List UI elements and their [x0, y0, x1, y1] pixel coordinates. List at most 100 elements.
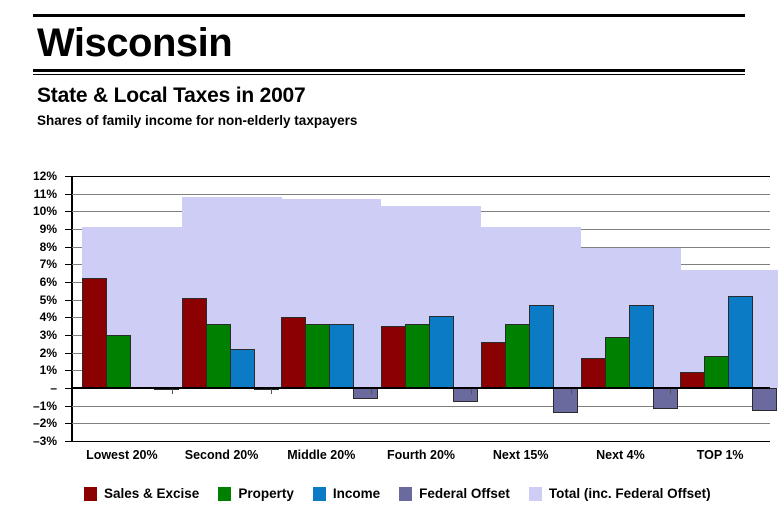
x-axis-label: Middle 20% — [287, 448, 356, 462]
gridline — [72, 423, 770, 424]
legend-label: Federal Offset — [419, 486, 510, 501]
bar-property[interactable] — [504, 324, 530, 388]
y-axis-label: 7% — [39, 257, 57, 271]
legend-label: Sales & Excise — [104, 486, 200, 501]
y-axis-label: –3% — [32, 434, 57, 448]
bar-property[interactable] — [305, 324, 331, 388]
y-axis-label: –1% — [32, 399, 57, 413]
bar-property[interactable] — [205, 324, 231, 388]
bar-sales-excise[interactable] — [381, 326, 407, 388]
title-rule-top — [33, 14, 745, 17]
x-axis-label: TOP 1% — [696, 448, 744, 462]
plot-area: 12% 11% 10% 9% 8% 7% 6% 5% 4% 3% 2% 1% – –1% –2% –3% Low… — [33, 170, 778, 462]
gridline — [72, 406, 770, 407]
gridline — [72, 194, 770, 195]
bar-income[interactable] — [429, 316, 455, 388]
y-axis-tick — [65, 194, 72, 195]
bar-group — [371, 176, 482, 441]
y-axis-tick — [65, 353, 72, 354]
y-axis-tick — [65, 441, 72, 442]
x-axis-tick — [171, 388, 173, 394]
y-axis-label: 10% — [32, 204, 57, 218]
bar-group — [172, 176, 282, 441]
legend-label: Property — [238, 486, 294, 501]
bar-income[interactable] — [229, 349, 255, 388]
gridline — [72, 441, 770, 442]
chart-header: Wisconsin State & Local Taxes in 2007 Sh… — [33, 14, 745, 128]
legend-item[interactable]: Federal Offset — [399, 486, 510, 501]
y-axis-label: 3% — [39, 328, 57, 342]
y-axis-tick — [65, 388, 72, 389]
legend-swatch-icon — [528, 486, 542, 501]
legend-swatch-icon — [218, 486, 232, 501]
legend-item[interactable]: Total (inc. Federal Offset) — [528, 486, 711, 501]
x-axis-label: Next 4% — [596, 448, 645, 462]
y-axis-tick — [65, 300, 72, 301]
y-axis-tick — [65, 264, 72, 265]
bar-income[interactable] — [329, 324, 355, 388]
x-axis-tick — [271, 388, 273, 394]
zero-axis-line — [72, 387, 770, 389]
title-rule-bottom-thin — [33, 74, 745, 75]
bar-income[interactable] — [728, 296, 754, 388]
y-axis-tick — [65, 317, 72, 318]
y-axis-tick — [65, 335, 72, 336]
y-axis-tick — [65, 211, 72, 212]
bar-group — [72, 176, 182, 441]
legend-item[interactable]: Property — [218, 486, 294, 501]
y-axis-tick — [65, 423, 72, 424]
bar-sales-excise[interactable] — [82, 278, 107, 388]
x-axis-label: Lowest 20% — [86, 448, 158, 462]
y-axis-tick — [65, 406, 72, 407]
y-axis-label: 1% — [39, 363, 57, 377]
legend-swatch-icon — [84, 486, 97, 501]
bar-property[interactable] — [704, 356, 730, 388]
y-axis-label: 12% — [32, 169, 57, 183]
y-axis-label: 4% — [39, 310, 57, 324]
y-axis-tick — [65, 247, 72, 248]
bar-income[interactable] — [528, 305, 554, 388]
bar-federal-offset[interactable] — [552, 388, 578, 413]
x-axis-label: Next 15% — [492, 448, 549, 462]
bar-property[interactable] — [604, 337, 630, 388]
y-axis-label: –2% — [32, 416, 57, 430]
legend-label: Income — [332, 486, 381, 501]
y-axis-tick — [65, 176, 72, 177]
bar-sales-excise[interactable] — [580, 358, 606, 388]
y-axis-tick — [65, 229, 72, 230]
chart-legend: Sales & Excise Property Income Federal Offs… — [84, 486, 730, 501]
legend-item[interactable]: Sales & Excise — [84, 486, 199, 501]
bar-income[interactable] — [628, 305, 654, 388]
bar-sales-excise[interactable] — [480, 342, 506, 388]
bar-sales-excise[interactable] — [281, 317, 307, 388]
y-axis-line — [71, 176, 73, 441]
y-axis-label: 6% — [39, 275, 57, 289]
bar-group — [571, 176, 681, 441]
y-axis-tick — [65, 370, 72, 371]
bar-property[interactable] — [106, 335, 131, 388]
y-axis-label: 11% — [33, 187, 57, 201]
chart-title: State & Local Taxes in 2007 — [37, 84, 306, 107]
bar-sales-excise[interactable] — [680, 372, 706, 388]
legend-item[interactable]: Income — [312, 486, 381, 501]
y-axis-label: – — [50, 381, 57, 395]
bar-property[interactable] — [405, 324, 431, 388]
y-axis-label: 8% — [39, 240, 57, 254]
x-axis-tick — [670, 388, 672, 394]
y-axis-label: 9% — [39, 222, 57, 236]
bar-group — [670, 176, 778, 441]
y-axis-label: 5% — [39, 293, 57, 307]
legend-swatch-icon — [399, 486, 413, 501]
x-axis-label: Fourth 20% — [386, 448, 456, 462]
chart-subtitle: Shares of family income for non-elderly … — [37, 113, 358, 128]
bar-federal-offset[interactable] — [752, 388, 778, 411]
page-title: Wisconsin — [37, 21, 233, 65]
y-axis-tick — [65, 282, 72, 283]
bar-sales-excise[interactable] — [181, 298, 207, 388]
x-axis-tick — [470, 388, 472, 394]
legend-swatch-icon — [312, 486, 326, 501]
title-rule-bottom — [33, 69, 745, 72]
gridline — [72, 176, 770, 177]
legend-label: Total (inc. Federal Offset) — [548, 486, 711, 501]
